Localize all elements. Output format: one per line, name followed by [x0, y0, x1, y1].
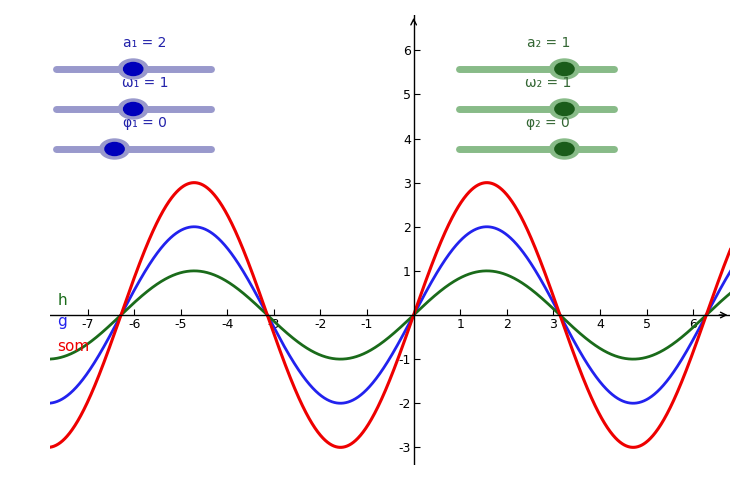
- Text: h: h: [57, 294, 67, 308]
- Text: φ₁ = 0: φ₁ = 0: [123, 116, 166, 130]
- Text: ω₂ = 1: ω₂ = 1: [525, 76, 571, 90]
- Text: φ₂ = 0: φ₂ = 0: [526, 116, 570, 130]
- Text: a₂ = 1: a₂ = 1: [526, 36, 570, 50]
- Text: a₁ = 2: a₁ = 2: [123, 36, 166, 50]
- Text: ω₁ = 1: ω₁ = 1: [121, 76, 168, 90]
- Text: som: som: [57, 340, 90, 354]
- Text: g: g: [57, 314, 67, 329]
